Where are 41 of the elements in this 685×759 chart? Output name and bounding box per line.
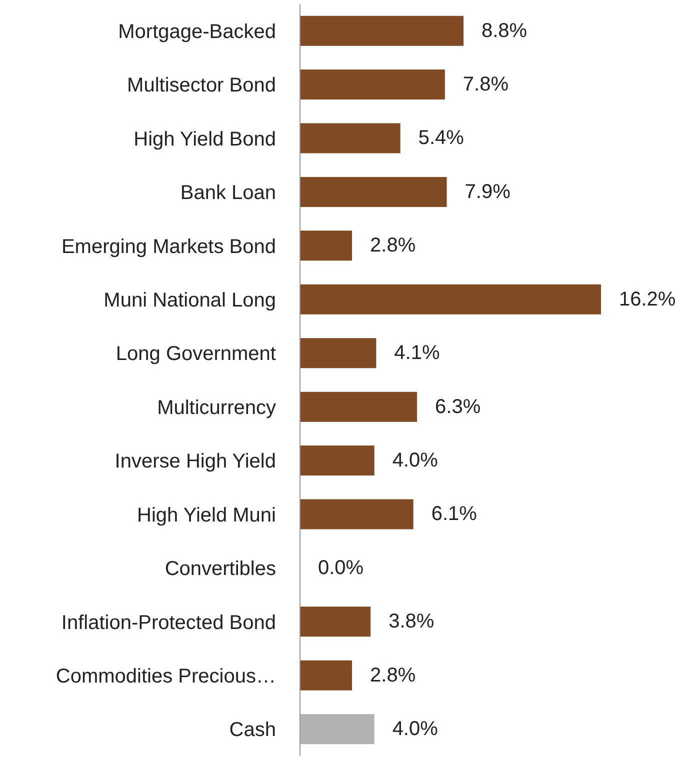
data-label: 6.3% [435, 396, 481, 418]
bar [300, 176, 447, 207]
y-tick-label: Long Government [116, 343, 276, 366]
y-tick-label: High Yield Bond [134, 128, 276, 150]
data-label: 4.1% [394, 342, 440, 364]
data-label: 2.8% [370, 234, 416, 257]
data-label: 0.0% [318, 556, 364, 579]
y-tick-label: Emerging Markets Bond [61, 236, 276, 258]
bar [300, 660, 352, 690]
bar [300, 606, 371, 637]
bar [300, 446, 374, 476]
bar [300, 338, 376, 368]
y-tick-label: Bank Loan [180, 182, 276, 204]
y-tick-label: Multisector Bond [127, 74, 276, 97]
data-label: 3.8% [388, 610, 434, 633]
bar [300, 123, 400, 154]
data-label: 7.8% [462, 74, 509, 96]
y-tick-label: Inverse High Yield [114, 450, 276, 473]
y-tick-label: Commodities Precious… [56, 666, 276, 688]
y-tick-label: Muni National Long [104, 290, 276, 312]
y-tick-label: Convertibles [164, 558, 276, 580]
bar [300, 392, 418, 422]
data-label: 4.0% [392, 450, 438, 472]
data-label: 16.2% [619, 288, 676, 310]
bar [300, 284, 601, 314]
data-label: 2.8% [370, 664, 416, 686]
data-label: 4.0% [392, 718, 438, 740]
bar [300, 499, 414, 530]
y-tick-label: Mortgage-Backed [118, 20, 276, 43]
bar [300, 230, 352, 261]
data-label: 6.1% [431, 503, 478, 526]
bar [300, 714, 374, 744]
y-tick-label: Cash [229, 719, 276, 742]
bar [300, 70, 445, 100]
y-tick-label: High Yield Muni [137, 504, 276, 526]
y-tick-label: Inflation-Protected Bond [61, 612, 276, 634]
data-label: 5.4% [418, 127, 464, 150]
data-label: 8.8% [482, 20, 528, 42]
data-label: 7.9% [464, 180, 511, 203]
y-tick-label: Multicurrency [157, 396, 276, 419]
bar [300, 16, 464, 46]
